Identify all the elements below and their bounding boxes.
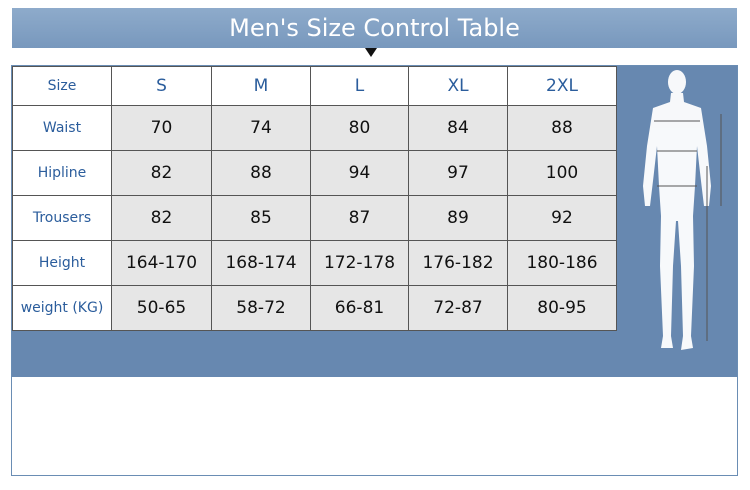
- size-header: S: [111, 66, 212, 106]
- measurement: 58-72: [211, 285, 311, 331]
- measurement: 100: [507, 150, 617, 196]
- measurement: 80-95: [507, 285, 617, 331]
- measurement: 92: [507, 195, 617, 241]
- data-row: Trousers 82 85 87 89 92: [12, 195, 617, 241]
- measurement: 172-178: [310, 240, 409, 286]
- measurement: 180-186: [507, 240, 617, 286]
- data-row: Height 164-170 168-174 172-178 176-182 180-18…: [12, 240, 617, 286]
- measurement: 176-182: [408, 240, 508, 286]
- measurement: 88: [211, 150, 311, 196]
- corner-label: Size: [12, 66, 112, 106]
- pointer: [365, 48, 377, 57]
- measurement: 82: [111, 195, 212, 241]
- measurement: 66-81: [310, 285, 409, 331]
- measurement: 50-65: [111, 285, 212, 331]
- title-bar: Men's Size Control Table: [12, 8, 737, 48]
- row-label: Hipline: [12, 150, 112, 196]
- measurement: 87: [310, 195, 409, 241]
- size-table: Size S M L XL 2XL Waist 70 74 80 84 88 Hipline 82 88 94…: [12, 66, 617, 331]
- measurement: 164-170: [111, 240, 212, 286]
- data-row: Waist 70 74 80 84 88: [12, 105, 617, 151]
- figure: [643, 70, 722, 350]
- size-header: L: [310, 66, 409, 106]
- measurement: 97: [408, 150, 508, 196]
- measurement: 74: [211, 105, 311, 151]
- row-label: Waist: [12, 105, 112, 151]
- measurement: 80: [310, 105, 409, 151]
- measurement: 168-174: [211, 240, 311, 286]
- measurement: 82: [111, 150, 212, 196]
- panel: Size S M L XL 2XL Waist 70 74 80 84 88 Hipline 82 88 94…: [11, 65, 738, 476]
- data-row: Hipline 82 88 94 97 100: [12, 150, 617, 196]
- data-row: weight (KG) 50-65 58-72 66-81 72-87 80-95: [12, 285, 617, 331]
- size-header: 2XL: [507, 66, 617, 106]
- row-label: weight (KG): [12, 285, 112, 331]
- measurement: 94: [310, 150, 409, 196]
- measurement: 70: [111, 105, 212, 151]
- measurement: 89: [408, 195, 508, 241]
- measurement: 85: [211, 195, 311, 241]
- size-header: M: [211, 66, 311, 106]
- size-header: XL: [408, 66, 508, 106]
- measurement: 88: [507, 105, 617, 151]
- row-label: Trousers: [12, 195, 112, 241]
- measurement: 84: [408, 105, 508, 151]
- header-row: Size S M L XL 2XL: [12, 66, 617, 106]
- row-label: Height: [12, 240, 112, 286]
- measurement: 72-87: [408, 285, 508, 331]
